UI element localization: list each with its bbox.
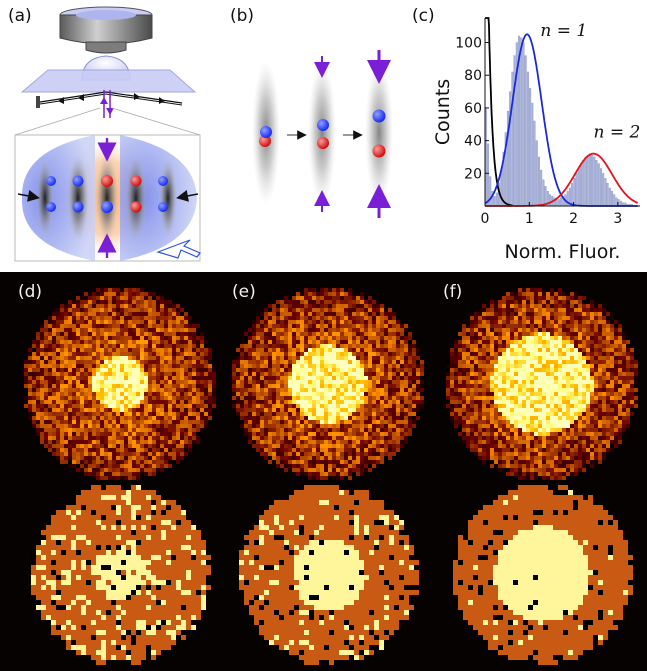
binned-occupancy-image [31, 485, 211, 665]
binned-occupancy-image [239, 485, 419, 665]
x-axis-label: Norm. Fluor. [505, 241, 621, 263]
panel-label-d: (d) [18, 282, 43, 302]
panel-b-schematic [252, 50, 393, 218]
y-tick-label: 100 [455, 36, 482, 52]
fluorescence-image [232, 288, 424, 480]
histogram-bar [573, 178, 576, 207]
histogram-bar [613, 194, 616, 207]
histogram-bar [549, 194, 552, 207]
x-tick-label: 0 [481, 211, 490, 227]
histogram-bar [540, 169, 543, 207]
histogram-bar [522, 42, 525, 207]
histogram-bar [602, 173, 605, 207]
panel-a-schematic [14, 6, 201, 262]
histogram-bar [533, 120, 536, 207]
histogram-bar [489, 176, 492, 207]
histogram-bar [520, 37, 523, 207]
histogram-bar [555, 199, 558, 207]
histogram-bar [537, 156, 540, 207]
histogram-bar [604, 178, 607, 207]
y-tick-label: 20 [464, 166, 482, 182]
y-tick-label: 80 [464, 68, 482, 84]
histogram-bar [577, 168, 580, 207]
x-tick-label: 1 [525, 211, 534, 227]
y-axis-label: Counts [432, 79, 454, 145]
histogram-bar [495, 192, 498, 207]
histogram-bar [571, 182, 574, 207]
histogram-bar [557, 199, 560, 207]
panel-label-f: (f) [443, 282, 463, 302]
histogram-bar [615, 197, 618, 207]
histogram-bar [591, 155, 594, 207]
y-tick-label: 40 [464, 134, 482, 150]
chart-plot: 0 1 2 3 20 40 60 80 100 Norm. Fluor. Counts n = 1 n … [432, 17, 641, 263]
y-tick-label: 60 [464, 101, 482, 117]
fluorescence-image-grid [24, 288, 638, 665]
histogram-bar [560, 197, 563, 207]
histogram-bar [611, 191, 614, 207]
histogram-bar [606, 182, 609, 207]
binned-occupancy-image [453, 485, 633, 665]
histogram-chart: 0 1 2 3 20 40 60 80 100 Norm. Fluor. Counts n = 1 n … [432, 17, 641, 263]
histogram-bar [526, 71, 529, 207]
histogram-bar [599, 168, 602, 207]
histogram-bar [524, 55, 527, 207]
x-tick-label: 3 [613, 211, 622, 227]
panel-label-c: (c) [412, 6, 435, 26]
histogram-bar [575, 173, 578, 207]
histogram-bar [608, 187, 611, 207]
histogram-bar [582, 160, 585, 207]
histogram-bar [531, 102, 534, 207]
histogram-bar [580, 163, 583, 207]
histogram-bar [487, 143, 490, 207]
histogram-bar [595, 160, 598, 207]
fluorescence-image [24, 288, 216, 480]
x-tick-label: 2 [569, 211, 578, 227]
histogram-bar [586, 155, 589, 207]
panel-label-a: (a) [8, 6, 32, 26]
fluorescence-image [446, 288, 638, 480]
histogram-bar [593, 156, 596, 207]
histogram-bar [529, 88, 532, 207]
histogram-bar [588, 153, 591, 207]
histogram-bar [597, 163, 600, 207]
annotation-label: n = 2 [594, 122, 641, 142]
fit-curve [485, 17, 513, 207]
annotation-label: n = 1 [540, 21, 587, 41]
histogram-bar [535, 140, 538, 207]
histogram-bar [493, 195, 496, 207]
panel-label-b: (b) [230, 6, 255, 26]
panel-label-e: (e) [232, 282, 256, 302]
histogram-bar [584, 156, 587, 207]
histogram-bar [542, 179, 545, 207]
